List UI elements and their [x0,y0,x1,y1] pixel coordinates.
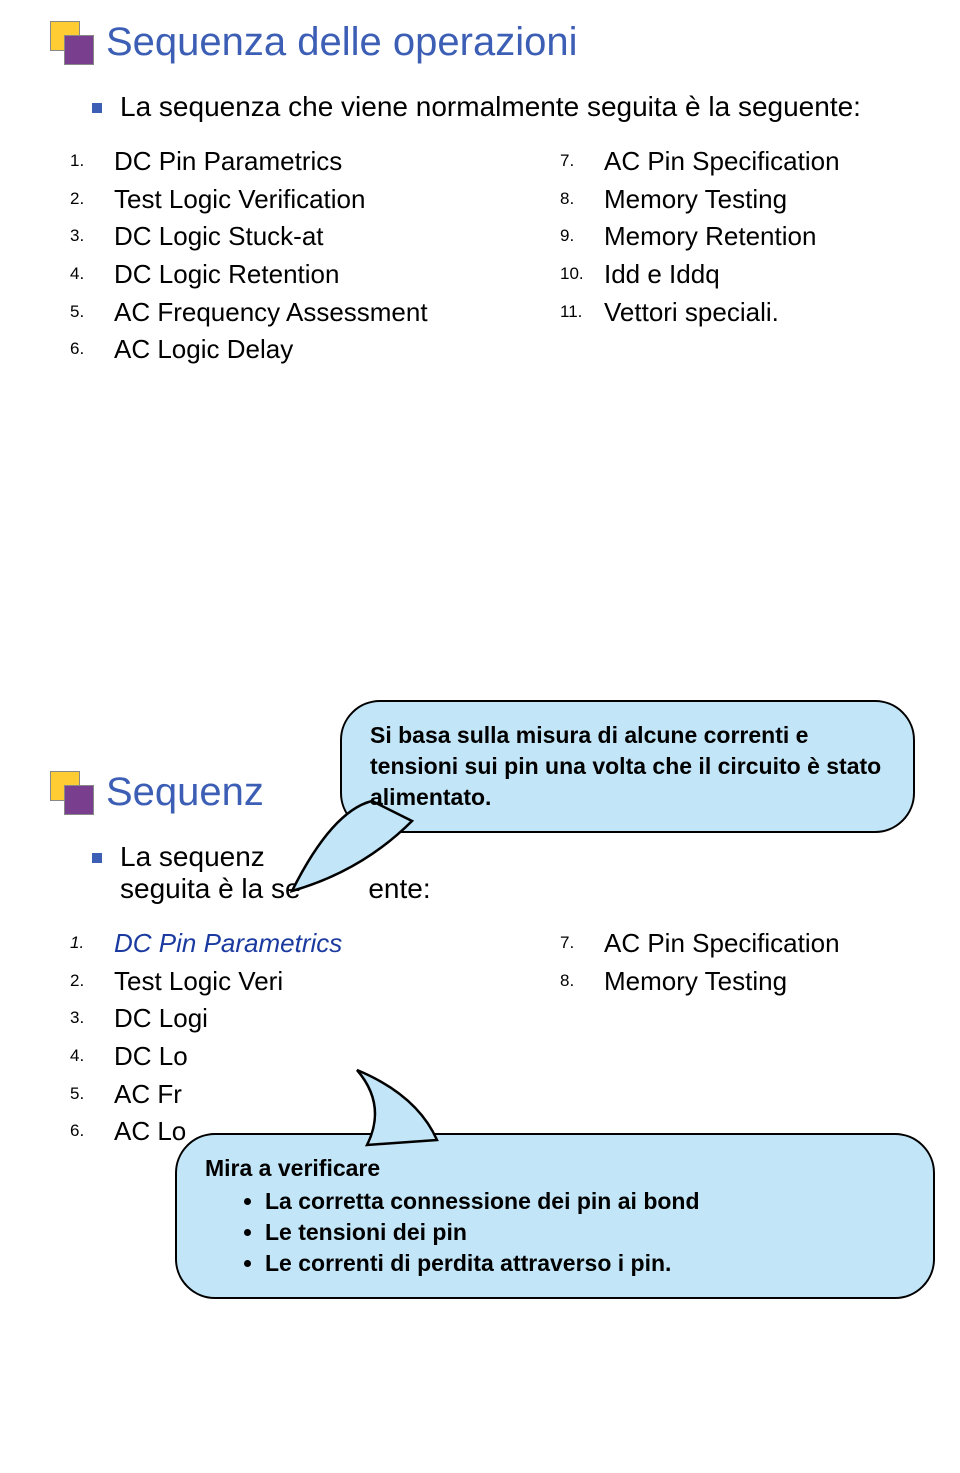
intro-label: La sequenza che viene normalmente seguit… [120,91,861,122]
list-right: AC Pin Specification Memory Testing [560,925,930,1000]
col-right: AC Pin Specification Memory Testing [560,925,930,1151]
list-item: DC Logic Retention [70,256,550,294]
callout-bubble-bottom: Mira a verificare La corretta connession… [175,1133,935,1299]
bubble-tail-icon [272,761,452,901]
list-item: Vettori speciali. [560,294,930,332]
list-item: AC Pin Specification [560,925,930,963]
columns: DC Pin Parametrics Test Logic Verificati… [70,143,910,369]
slide-2: Si basa sulla misura di alcune correnti … [0,690,960,1473]
bubble-list-item: La corretta connessione dei pin ai bond [265,1186,905,1217]
list-item: Memory Retention [560,218,930,256]
square-front [64,35,94,65]
bubble-list-item: Le tensioni dei pin [265,1217,905,1248]
list-item: DC Logic Stuck-at [70,218,550,256]
list-item: AC Pin Specification [560,143,930,181]
bubble-bottom-list: La corretta connessione dei pin ai bond … [265,1186,905,1279]
slide-title-partial: Sequenz [106,770,264,815]
slide-1: Sequenza delle operazioni La sequenza ch… [0,0,960,690]
list-item: Memory Testing [560,963,930,1001]
list-item-italic: DC Pin Parametrics [70,925,550,963]
list-item: AC Frequency Assessment [70,294,550,332]
list-right: AC Pin Specification Memory Testing Memo… [560,143,930,331]
list-left: DC Pin Parametrics Test Logic Verificati… [70,143,550,369]
list-item: Test Logic Veri [70,963,550,1001]
slide-title: Sequenza delle operazioni [106,20,577,65]
intro-text-partial: La sequenz seguita è la se ente: [120,841,910,905]
title-row: Sequenza delle operazioni [50,20,910,65]
list-item: Idd e Iddq [560,256,930,294]
list-item: Memory Testing [560,181,930,219]
bullet-icon [92,853,102,863]
list-item: DC Logi [70,1000,550,1038]
square-front [64,785,94,815]
intro-line1: La sequenz [120,841,265,872]
col-left: DC Pin Parametrics Test Logic Verificati… [70,143,550,369]
list-item: AC Logic Delay [70,331,550,369]
bubble-top-text: Si basa sulla misura di alcune correnti … [370,722,881,810]
squares-icon [50,771,94,815]
callout-bubble-top: Si basa sulla misura di alcune correnti … [340,700,915,833]
col-right: AC Pin Specification Memory Testing Memo… [560,143,930,369]
bubble-bottom-lead: Mira a verificare [205,1153,905,1184]
columns: DC Pin Parametrics Test Logic Veri DC Lo… [70,925,910,1151]
bullet-icon [92,103,102,113]
bubble-list-item: Le correnti di perdita attraverso i pin. [265,1248,905,1279]
list-item: Test Logic Verification [70,181,550,219]
list-item: DC Pin Parametrics [70,143,550,181]
intro-text: La sequenza che viene normalmente seguit… [120,91,910,123]
squares-icon [50,21,94,65]
